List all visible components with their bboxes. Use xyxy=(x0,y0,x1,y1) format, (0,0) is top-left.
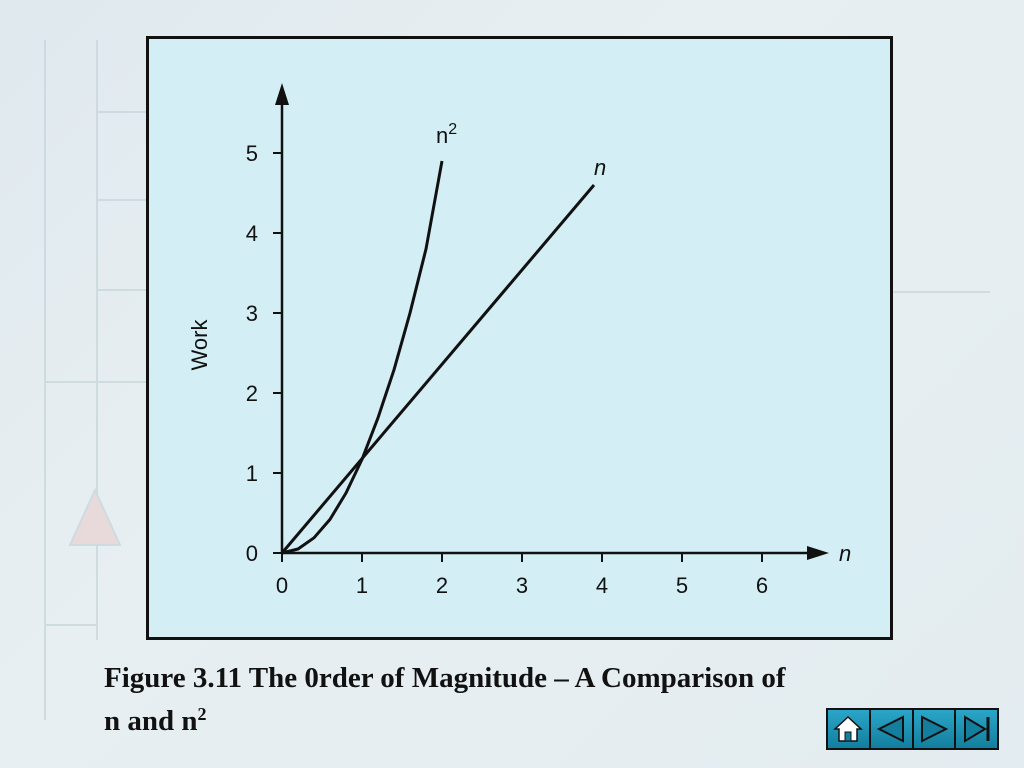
navigation-bar xyxy=(826,708,999,750)
figure-caption: Figure 3.11 The 0rder of Magnitude – A C… xyxy=(104,660,944,739)
caption-line-1: Figure 3.11 The 0rder of Magnitude – A C… xyxy=(104,662,786,694)
home-icon xyxy=(833,715,864,742)
y-axis-title: Work xyxy=(187,319,212,371)
y-tick-label: 0 xyxy=(246,541,258,566)
caption-line-2: n and n2 xyxy=(104,696,944,739)
y-axis-arrow xyxy=(275,83,289,105)
x-axis-title: n xyxy=(839,541,851,566)
x-tick-label: 4 xyxy=(596,573,608,598)
caption-line-2-superscript: 2 xyxy=(197,704,207,724)
x-tick-label: 5 xyxy=(676,573,688,598)
last-button[interactable] xyxy=(956,710,997,748)
series-line-n2 xyxy=(281,160,444,555)
x-tick-label: 1 xyxy=(356,573,368,598)
series-line-n xyxy=(280,184,596,554)
series-label-superscript: 2 xyxy=(448,121,457,138)
skip-end-icon xyxy=(963,715,990,743)
y-tick-label: 4 xyxy=(246,221,258,246)
x-tick-label: 0 xyxy=(276,573,288,598)
caption-line-2-text: n and n xyxy=(104,705,198,737)
x-tick-label: 2 xyxy=(436,573,448,598)
y-tick-label: 3 xyxy=(246,301,258,326)
home-button[interactable] xyxy=(828,710,871,748)
y-tick-label: 5 xyxy=(246,141,258,166)
chart-panel: 0 1 2 3 4 5 6 0 1 2 3 4 5 n Work n n2 xyxy=(146,36,893,640)
series-label-n: n xyxy=(594,155,606,180)
y-tick-label: 2 xyxy=(246,381,258,406)
previous-button[interactable] xyxy=(870,710,914,748)
next-button[interactable] xyxy=(913,710,957,748)
triangle-right-icon xyxy=(920,715,949,743)
y-tick-label: 1 xyxy=(246,461,258,486)
x-tick-label: 6 xyxy=(756,573,768,598)
x-axis-arrow xyxy=(807,546,829,560)
series-label-n2: n2 xyxy=(436,121,457,148)
triangle-left-icon xyxy=(876,715,905,743)
x-tick-label: 3 xyxy=(516,573,528,598)
chart-svg: 0 1 2 3 4 5 6 0 1 2 3 4 5 n Work n n2 xyxy=(187,83,851,598)
